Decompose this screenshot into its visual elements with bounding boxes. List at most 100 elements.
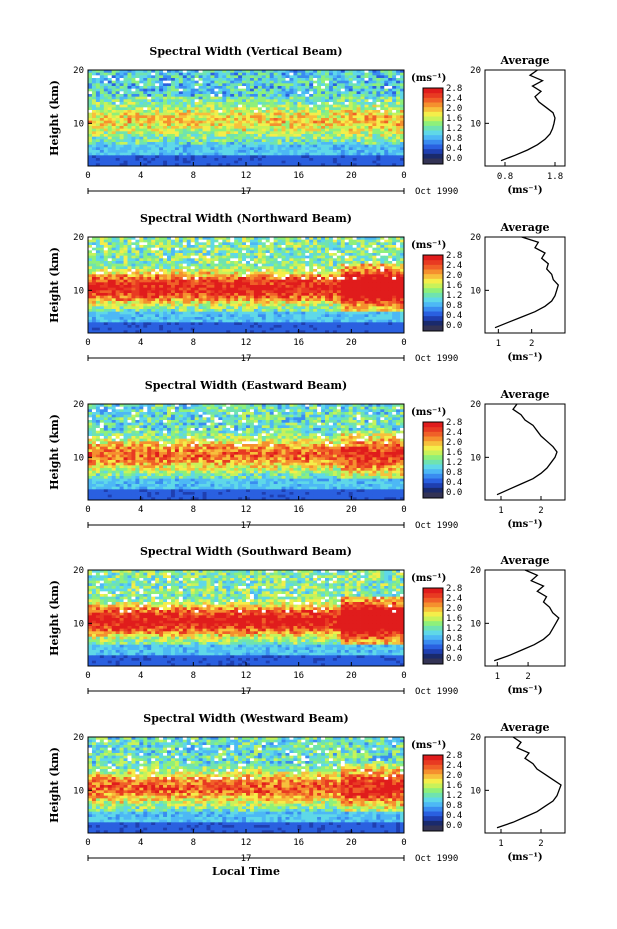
heatmap-cell (186, 274, 192, 278)
heatmap-cell (293, 102, 298, 106)
heatmap-cell (281, 258, 286, 262)
heatmap-cell (277, 144, 282, 148)
heatmap-cell (249, 104, 255, 108)
heatmap-cell (139, 91, 144, 95)
heatmap-cell (392, 118, 397, 122)
heatmap-cell (356, 75, 361, 79)
heatmap-cell (111, 136, 117, 140)
heatmap-cell (222, 163, 227, 167)
heatmap-cell (190, 263, 196, 267)
heatmap-cell (309, 290, 314, 294)
heatmap-cell (135, 287, 140, 291)
heatmap-cell (174, 269, 180, 273)
heatmap-cell (364, 147, 369, 151)
heatmap-cell (376, 136, 381, 140)
heatmap-cell (143, 271, 148, 275)
heatmap-cell (206, 266, 211, 270)
heatmap-cell (309, 99, 314, 103)
heatmap-cell (289, 301, 294, 305)
heatmap-cell (249, 160, 255, 164)
heatmap-cell (396, 290, 401, 294)
heatmap-cell (364, 295, 369, 299)
heatmap-cell (328, 110, 334, 114)
heatmap-cell (309, 86, 314, 90)
heatmap-cell (202, 253, 207, 257)
heatmap-cell (360, 99, 365, 103)
heatmap-cell (230, 271, 235, 275)
heatmap-cell (281, 160, 286, 164)
heatmap-cell (88, 110, 93, 114)
heatmap-cell (186, 242, 192, 246)
heatmap-cell (214, 290, 219, 294)
heatmap-cell (226, 263, 231, 267)
heatmap-cell (143, 279, 148, 283)
heatmap-cell (297, 295, 302, 299)
heatmap-cell (151, 163, 156, 167)
heatmap-cell (131, 287, 136, 291)
heatmap-cell (190, 261, 196, 265)
heatmap-cell (143, 152, 148, 156)
heatmap-cell (277, 290, 282, 294)
heatmap-cell (230, 152, 235, 156)
heatmap-cell (392, 136, 397, 140)
heatmap-cell (159, 142, 164, 146)
heatmap-cell (261, 158, 267, 162)
heatmap-cell (285, 274, 290, 278)
heatmap-cell (285, 158, 290, 162)
heatmap-cell (372, 96, 377, 100)
heatmap-cell (344, 94, 350, 98)
profile-y-tick-label: 10 (470, 119, 481, 129)
heatmap-cell (159, 150, 164, 154)
heatmap-cell (273, 107, 278, 111)
heatmap-cell (392, 102, 397, 106)
heatmap-cell (313, 301, 318, 305)
heatmap-cell (360, 255, 365, 259)
heatmap-cell (360, 128, 365, 132)
heatmap-cell (147, 86, 152, 90)
heatmap-cell (285, 144, 290, 148)
heatmap-cell (356, 277, 361, 281)
heatmap-cell (222, 255, 227, 259)
heatmap-cell (222, 91, 227, 95)
heatmap-cell (321, 298, 326, 302)
heatmap-cell (163, 120, 168, 124)
heatmap-cell (163, 160, 168, 164)
heatmap-cell (107, 266, 113, 270)
heatmap-cell (301, 99, 306, 103)
heatmap-cell (127, 160, 132, 164)
heatmap-cell (257, 293, 263, 297)
heatmap-cell (277, 245, 282, 249)
heatmap-cell (257, 150, 263, 154)
heatmap-cell (123, 245, 128, 249)
heatmap-cell (273, 80, 278, 84)
heatmap-cell (139, 261, 144, 265)
heatmap-cell (384, 70, 389, 74)
heatmap-cell (297, 152, 302, 156)
heatmap-cell (95, 163, 101, 167)
heatmap-cell (317, 253, 322, 257)
heatmap-cell (348, 142, 354, 146)
heatmap-cell (249, 91, 255, 95)
heatmap-cell (396, 123, 401, 127)
heatmap-cell (186, 136, 192, 140)
heatmap-cell (348, 110, 354, 114)
heatmap-cell (155, 147, 160, 151)
heatmap-cell (91, 80, 97, 84)
heatmap-cell (305, 86, 310, 90)
heatmap-cell (273, 152, 278, 156)
heatmap-cell (364, 239, 369, 243)
heatmap-cell (123, 263, 128, 267)
heatmap-cell (103, 112, 109, 116)
heatmap-cell (218, 134, 223, 138)
y-axis-label: Height (km) (48, 247, 61, 323)
heatmap-cell (392, 269, 397, 273)
heatmap-cell (163, 245, 168, 249)
heatmap-cell (159, 269, 164, 273)
heatmap-cell (119, 239, 124, 243)
heatmap-cell (321, 128, 326, 132)
heatmap-cell (293, 126, 298, 130)
heatmap-cell (206, 282, 211, 286)
heatmap-cell (214, 80, 219, 84)
heatmap-cell (265, 96, 271, 100)
heatmap-cell (376, 266, 381, 270)
